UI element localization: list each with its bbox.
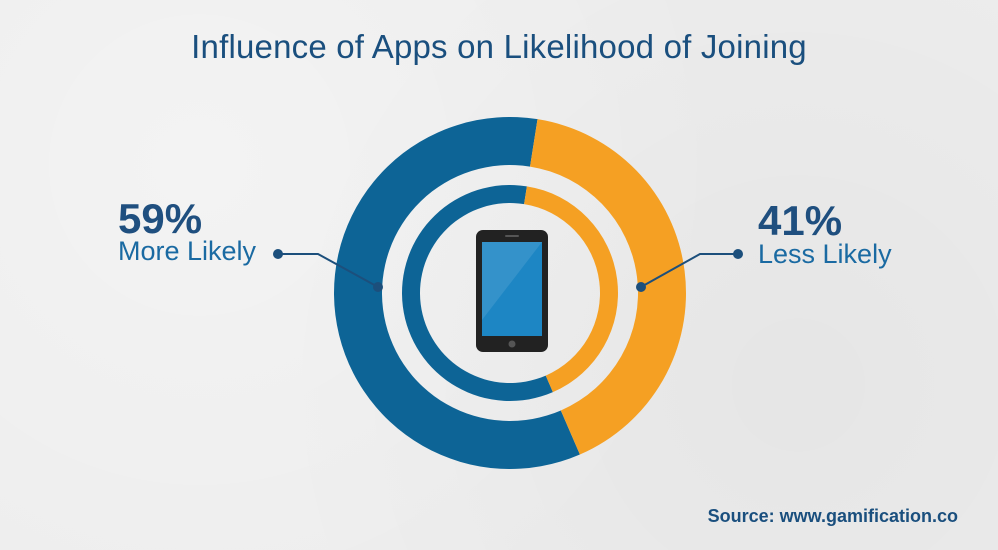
less-likely-label: Less Likely bbox=[758, 239, 892, 269]
inner-ring-less-likely bbox=[524, 186, 618, 393]
less-likely-percent: 41% bbox=[758, 197, 843, 244]
slice-more-likely bbox=[333, 117, 580, 469]
smartphone-icon bbox=[476, 230, 548, 352]
source-note: Source: www.gamification.co bbox=[707, 506, 958, 526]
chart-title: Influence of Apps on Likelihood of Joini… bbox=[191, 28, 807, 65]
leader-dot-more-likely-outer bbox=[273, 249, 283, 259]
more-likely-percent: 59% bbox=[118, 195, 203, 242]
leader-dot-less-likely-inner bbox=[636, 282, 646, 292]
more-likely-label: More Likely bbox=[118, 236, 257, 266]
leader-dot-more-likely-inner bbox=[373, 282, 383, 292]
leader-line-more-likely bbox=[278, 253, 379, 288]
leader-dot-less-likely-outer bbox=[733, 249, 743, 259]
inner-ring-more-likely bbox=[401, 185, 553, 402]
slice-less-likely bbox=[530, 119, 686, 455]
leader-line-less-likely bbox=[640, 253, 738, 288]
